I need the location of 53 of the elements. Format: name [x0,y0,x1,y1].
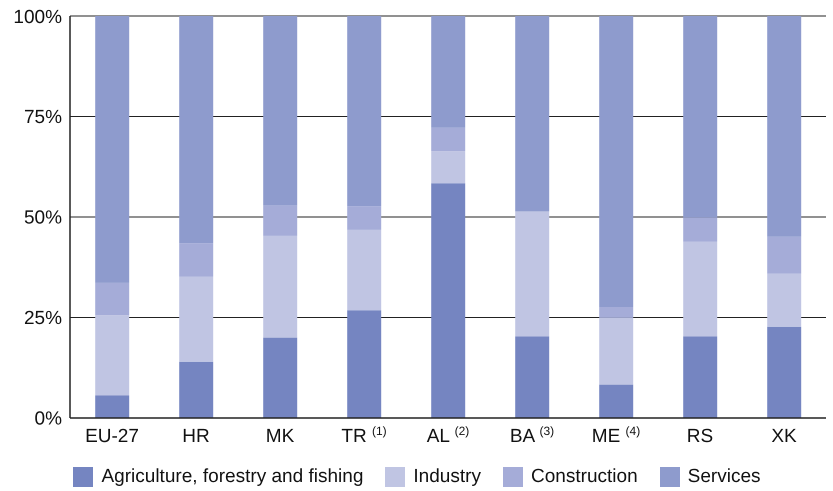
bar [599,384,634,418]
bar [431,151,466,184]
x-tick-label: EU-27 [85,426,139,447]
legend-label: Construction [530,466,638,488]
y-tick-label: 100% [13,6,62,28]
bar [767,274,802,327]
bar [95,16,130,283]
bar [347,230,382,310]
bar [179,16,214,244]
bar [95,315,130,396]
bar [431,183,466,418]
bar [179,276,214,362]
bar [599,16,634,308]
legend-label: Agriculture, forestry and fishing [101,466,364,488]
bar [599,307,634,318]
legend-label: Industry [413,466,481,488]
y-tick-label: 75% [24,107,62,128]
bar [515,336,550,418]
x-tick-label: RS [686,426,714,447]
y-tick-label: 50% [24,208,62,229]
bar [95,395,130,418]
bar [599,318,634,385]
bar [515,16,550,212]
bar [683,217,718,242]
x-tick-label: BA $^{(3)}$ [510,424,554,447]
bar [263,338,298,418]
x-tick-label: AL $^{(2)}$ [426,424,470,447]
bar [767,326,802,418]
x-tick-label: MK [266,426,295,447]
bar [767,236,802,274]
bar [515,211,550,336]
bar [347,206,382,230]
y-tick-label: 0% [34,408,62,430]
x-tick-label: TR $^{(1)}$ [341,424,387,447]
bar [347,310,382,418]
bar [431,16,466,128]
bar [179,362,214,418]
bar [263,16,298,206]
bar [683,336,718,418]
bar [431,128,466,152]
x-tick-label: ME $^{(4)}$ [592,424,640,447]
bar [767,16,802,237]
bar [179,243,214,276]
bar [95,282,130,316]
x-tick-label: HR [182,426,210,447]
y-tick-label: 25% [24,308,62,330]
bar [263,236,298,338]
bar [683,16,718,218]
x-tick-label: XK [771,426,797,447]
bar [263,205,298,236]
legend-label: Services [688,466,761,488]
bar [683,242,718,336]
bar [347,16,382,206]
